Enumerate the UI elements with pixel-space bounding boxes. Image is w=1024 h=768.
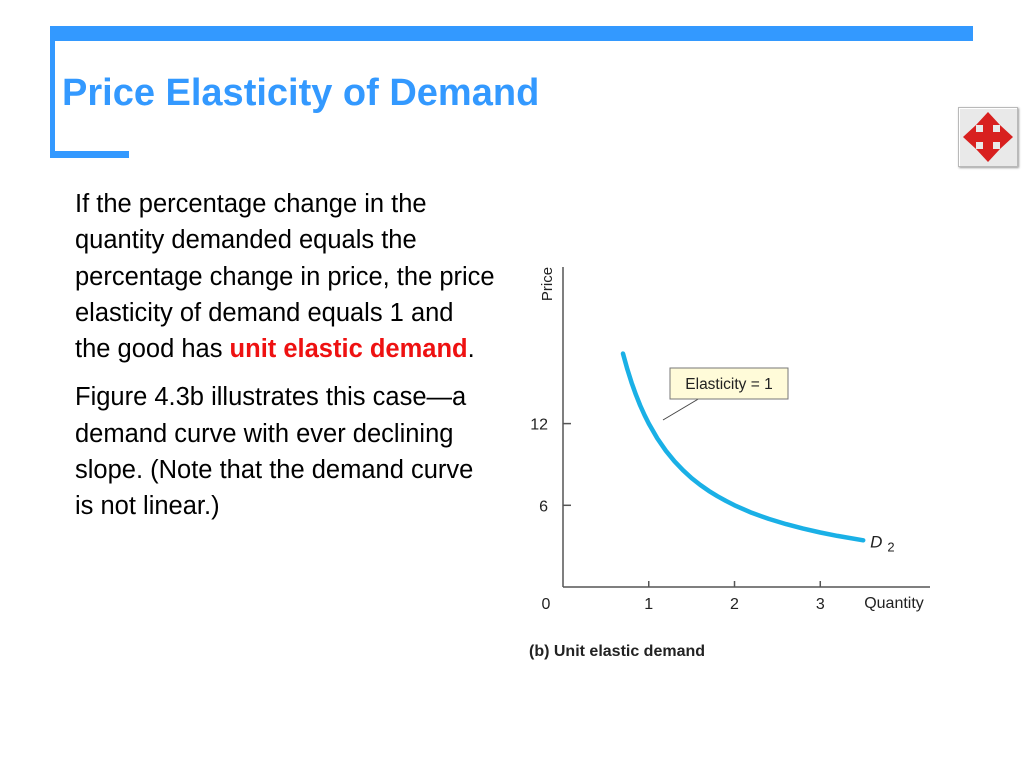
paragraph-figure-note: Figure 4.3b illustrates this case—a dema… [75, 383, 474, 521]
y-tick-label-12: 12 [530, 417, 548, 434]
elasticity-annotation: Elasticity = 1 [662, 367, 789, 421]
definition-text: If the percentage change in the quantity… [75, 190, 495, 364]
definition-end: . [467, 335, 475, 364]
origin-label: 0 [542, 596, 551, 613]
y-axis-label: Price [539, 267, 556, 301]
slide-title: Price Elasticity of Demand [62, 72, 540, 114]
x-tick-label-1: 1 [644, 596, 653, 613]
x-tick-label-2: 2 [730, 596, 739, 613]
chart-axes: Price Quantity 0 [539, 267, 930, 613]
title-frame-left-bar [50, 26, 55, 157]
four-way-arrows-icon [963, 112, 1013, 162]
annotation-leader-line [662, 397, 701, 421]
title-frame-top-bar [50, 26, 973, 41]
x-axis-label: Quantity [864, 595, 924, 612]
slide-body: If the percentage change in the quantity… [75, 186, 495, 537]
key-term-unit-elastic-demand: unit elastic demand [229, 335, 468, 364]
title-frame-bottom-bar [50, 151, 129, 158]
x-tick-label-3: 3 [816, 596, 825, 613]
demand-curve-D2 [620, 351, 866, 543]
paragraph-definition: If the percentage change in the quantity… [75, 186, 495, 367]
annotation-box [669, 367, 789, 400]
annotation-text: Elasticity = 1 [685, 376, 772, 393]
chart-caption: (b) Unit elastic demand [529, 643, 705, 660]
navigation-button[interactable] [958, 107, 1018, 167]
y-tick-label-6: 6 [539, 498, 548, 515]
